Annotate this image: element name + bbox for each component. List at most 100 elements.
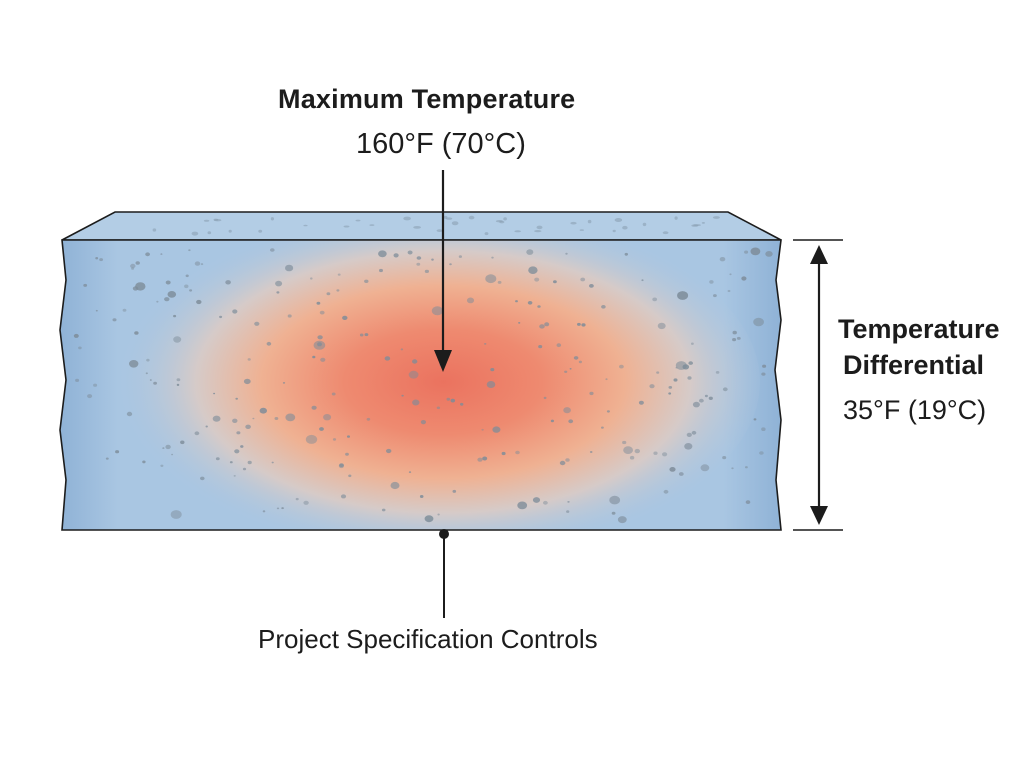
aggregate-dot — [247, 460, 252, 465]
aggregate-dot — [173, 336, 182, 343]
aggregate-dot — [164, 297, 170, 302]
max-temperature-value: 160°F (70°C) — [356, 128, 526, 160]
aggregate-dot — [295, 497, 299, 501]
aggregate-dot — [194, 431, 200, 436]
aggregate-dot — [390, 481, 400, 490]
project-specification-label: Project Specification Controls — [258, 624, 598, 654]
aggregate-dots — [73, 247, 773, 524]
aggregate-dot — [687, 376, 692, 380]
aggregate-dot — [543, 500, 548, 505]
top-face-speckle — [514, 230, 522, 233]
aggregate-dot — [276, 507, 280, 510]
aggregate-dot — [673, 378, 678, 382]
aggregate-dot — [135, 261, 140, 265]
aggregate-dot — [691, 430, 697, 435]
aggregate-dot — [379, 268, 383, 273]
top-face-speckle — [303, 224, 308, 227]
aggregate-dot — [532, 497, 541, 503]
aggregate-dot — [692, 401, 700, 408]
aggregate-dot — [285, 413, 296, 422]
aggregate-dot — [543, 396, 547, 400]
aggregate-dot — [460, 402, 464, 406]
aggregate-dot — [424, 269, 429, 273]
aggregate-dot — [563, 407, 571, 414]
aggregate-dot — [134, 331, 139, 335]
aggregate-dot — [605, 378, 608, 381]
aggregate-dot — [517, 501, 528, 510]
aggregate-dot — [750, 247, 761, 256]
aggregate-dot — [262, 510, 266, 513]
aggregate-dot — [213, 392, 216, 395]
aggregate-dot — [745, 500, 751, 504]
aggregate-dot — [656, 371, 660, 374]
aggregate-dot — [537, 305, 541, 308]
aggregate-dot — [326, 292, 331, 296]
aggregate-dot — [619, 364, 624, 369]
aggregate-dot — [515, 300, 518, 303]
aggregate-dot — [431, 306, 443, 316]
aggregate-dot — [559, 460, 566, 466]
top-face-speckle — [343, 225, 350, 228]
aggregate-dot — [378, 250, 387, 258]
aggregate-dot — [700, 464, 710, 472]
aggregate-dot — [675, 361, 687, 370]
aggregate-dot — [722, 456, 727, 460]
aggregate-dot — [715, 371, 720, 374]
aggregate-dot — [319, 427, 324, 431]
aggregate-dot — [311, 405, 317, 410]
aggregate-dot — [167, 291, 177, 298]
top-face-speckle — [662, 231, 669, 235]
aggregate-dot — [285, 264, 294, 272]
aggregate-dot — [115, 450, 120, 454]
aggregate-dot — [713, 294, 717, 298]
aggregate-dot — [544, 322, 550, 327]
aggregate-dot — [200, 263, 204, 266]
aggregate-dot — [135, 282, 146, 291]
aggregate-dot — [287, 314, 292, 318]
aggregate-dot — [185, 274, 189, 278]
aggregate-dot — [581, 323, 586, 327]
aggregate-dot — [229, 461, 233, 464]
aggregate-dot — [112, 318, 117, 322]
aggregate-dot — [219, 315, 223, 319]
aggregate-dot — [275, 280, 283, 287]
aggregate-dot — [688, 361, 693, 365]
aggregate-dot — [165, 280, 171, 285]
aggregate-dot — [212, 415, 221, 422]
top-face-speckle — [587, 219, 592, 224]
heat-zone — [100, 240, 760, 530]
aggregate-dot — [528, 266, 538, 275]
aggregate-dot — [580, 277, 586, 282]
top-face-speckle — [614, 218, 623, 222]
aggregate-dot — [194, 261, 201, 266]
aggregate-dot — [622, 440, 627, 445]
differential-arrow-up — [810, 245, 828, 264]
aggregate-dot — [736, 336, 741, 340]
aggregate-dot — [634, 448, 640, 454]
aggregate-dot — [336, 289, 340, 292]
aggregate-dot — [485, 274, 497, 284]
top-face-speckle — [499, 220, 505, 224]
aggregate-dot — [317, 342, 322, 347]
aggregate-dot — [149, 379, 152, 381]
aggregate-dot — [345, 452, 349, 456]
aggregate-dot — [83, 283, 88, 287]
temperature-differential-title-line2: Differential — [843, 350, 985, 380]
aggregate-dot — [320, 357, 326, 362]
aggregate-dot — [741, 276, 747, 281]
aggregate-dot — [556, 343, 562, 348]
aggregate-dot — [419, 495, 424, 498]
aggregate-dot — [266, 341, 272, 346]
aggregate-dot — [176, 378, 181, 382]
aggregate-dot — [466, 297, 475, 304]
aggregate-dot — [400, 348, 404, 351]
aggregate-dot — [538, 345, 543, 349]
aggregate-dot — [699, 398, 704, 403]
aggregate-dot — [684, 443, 693, 450]
aggregate-dot — [122, 308, 127, 312]
aggregate-dot — [205, 425, 208, 428]
aggregate-dot — [566, 510, 570, 513]
top-face-speckle — [468, 215, 475, 220]
aggregate-dot — [638, 400, 644, 405]
aggregate-dot — [105, 457, 109, 460]
